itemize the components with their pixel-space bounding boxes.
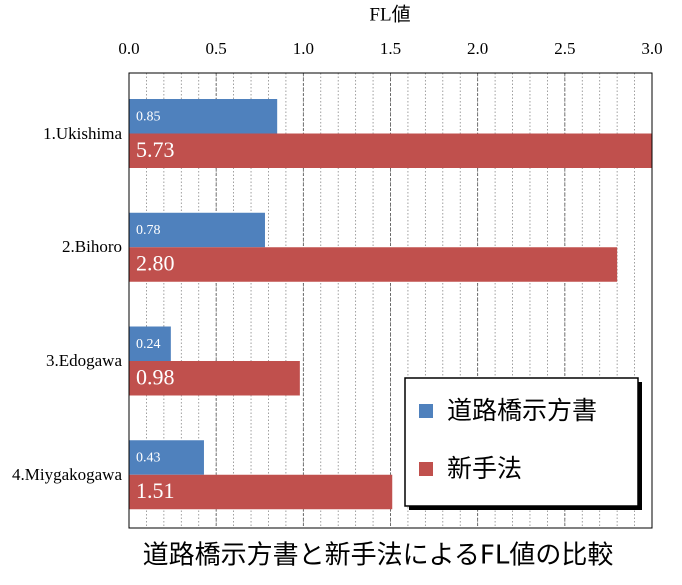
x-tick-label: 3.0 [641,39,662,58]
bar [129,440,204,475]
data-label: 0.85 [136,109,161,124]
bars [129,99,652,510]
x-tick-label: 1.5 [380,39,401,58]
bar [129,474,393,510]
data-label: 0.24 [136,337,161,352]
y-tick-label: 4.Miygakogawa [11,464,122,484]
bar [129,247,618,282]
chart-title: 道路橋示方書と新手法によるFL値の比較 [143,541,614,571]
data-label: 1.51 [136,478,175,503]
data-label: 0.43 [136,451,161,466]
data-label: 5.73 [136,137,175,162]
y-tick-label: 2.Bihoro [62,237,122,257]
x-tick-label: 2.5 [554,39,575,58]
x-tick-label: 1.0 [293,39,314,58]
data-label: 0.98 [136,364,175,389]
plot-frame [128,72,653,529]
data-label: 0.78 [136,223,161,238]
legend-label: 道路橋示方書 [447,396,597,425]
y-tick-label: 3.Edogawa [45,351,122,370]
x-tick-label: 2.0 [467,39,488,58]
bar [129,133,652,168]
data-label: 2.80 [136,251,175,276]
legend-label: 新手法 [447,454,522,483]
x-axis-title: FL値 [369,3,410,25]
bar [129,212,265,248]
x-tick-label: 0.0 [118,39,139,58]
legend-swatch [419,462,433,476]
bar [129,99,278,134]
legend-swatch [419,404,433,418]
bar [129,326,171,361]
y-tick-label: 1.Ukishima [43,123,122,143]
bar [129,361,300,396]
x-tick-label: 0.5 [206,39,227,58]
legend-box [404,377,639,507]
